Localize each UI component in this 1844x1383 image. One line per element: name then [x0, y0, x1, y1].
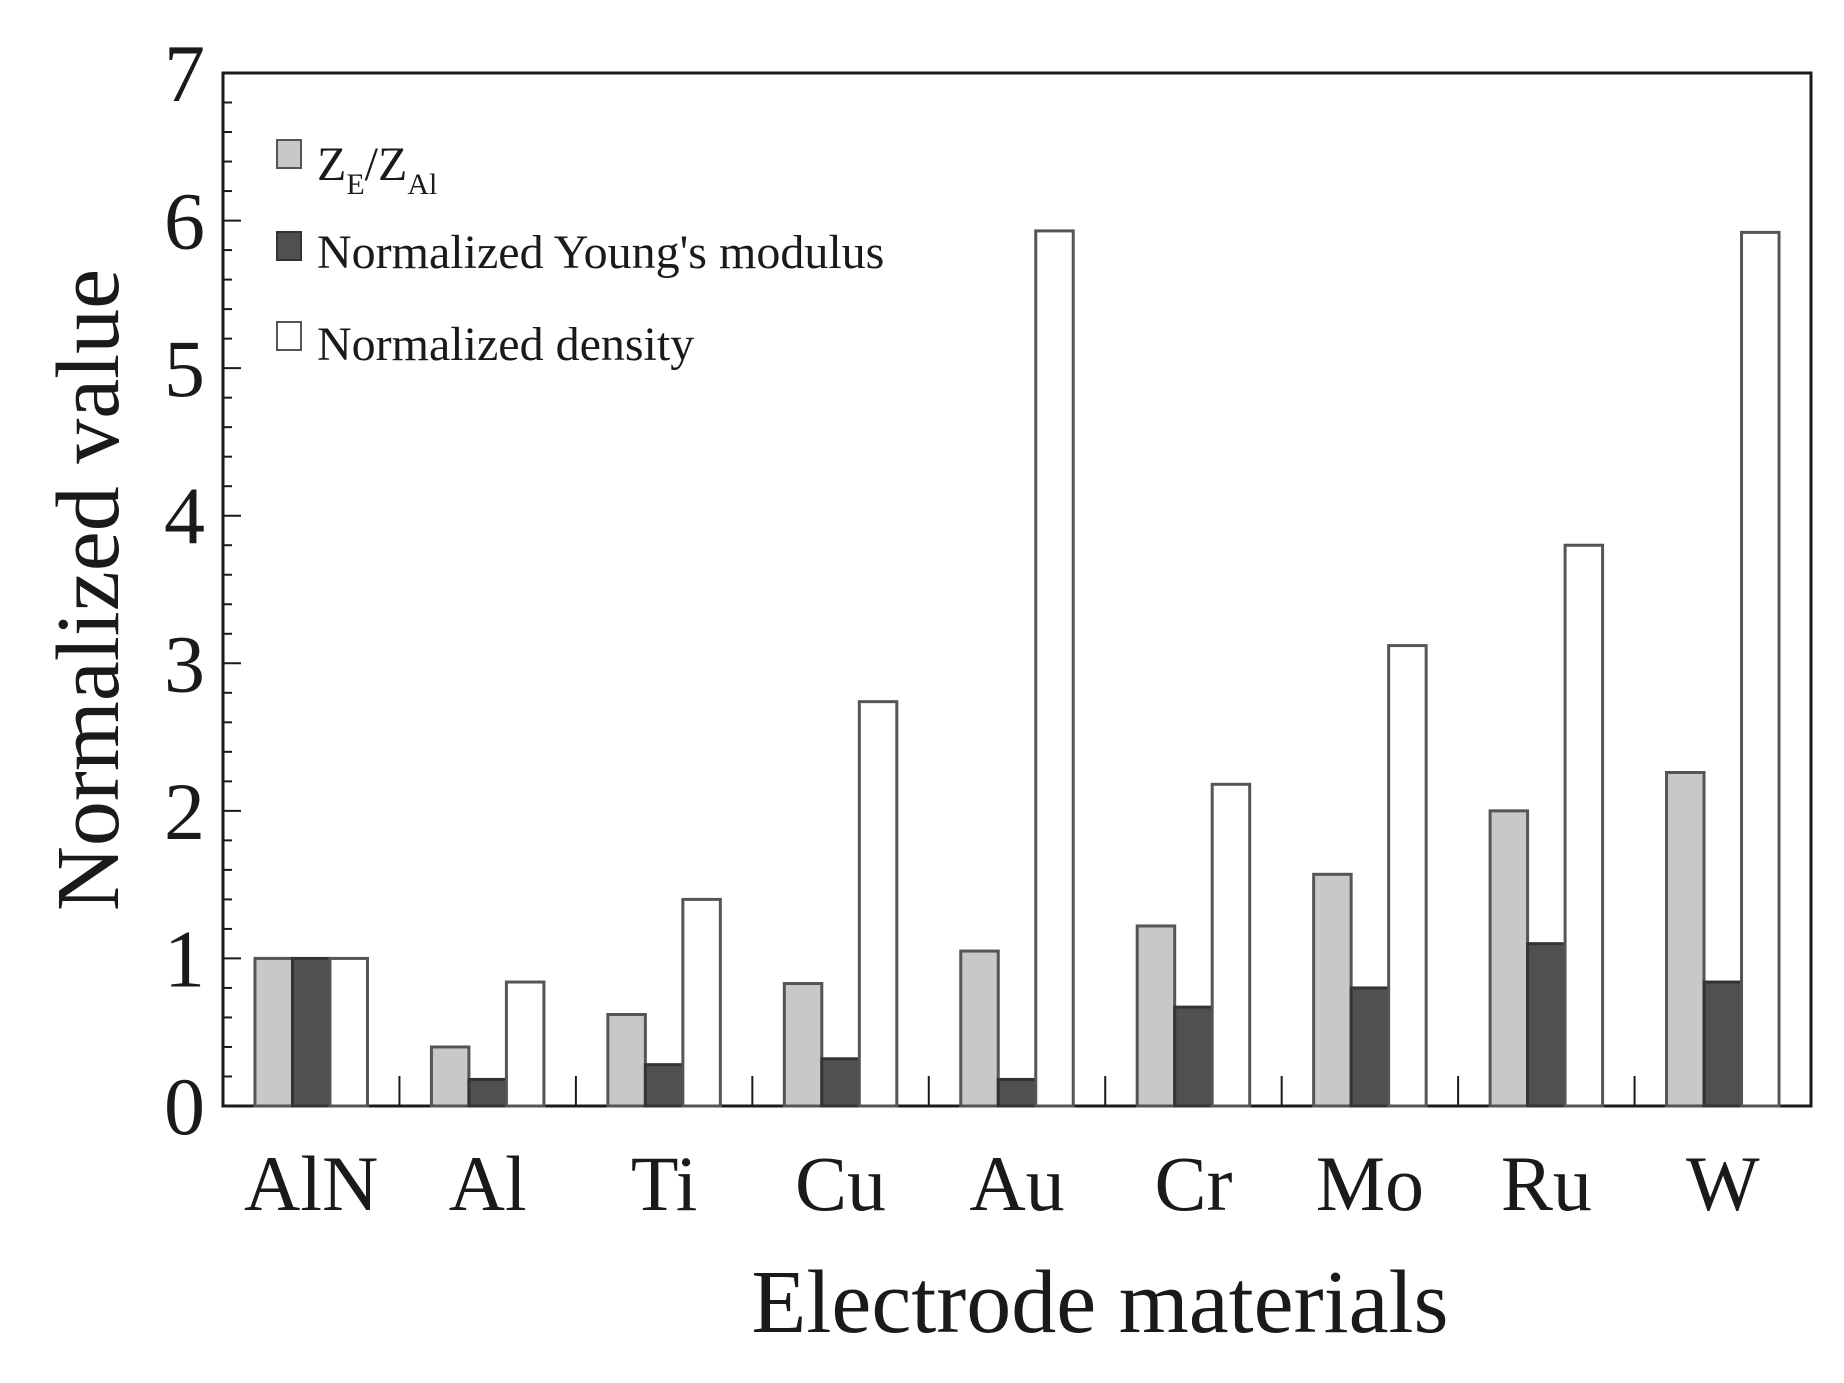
bar-mo-series-0: [1312, 872, 1353, 1108]
x-tick-label-cr: Cr: [1154, 1140, 1232, 1227]
bar-ru-series-1: [1526, 942, 1567, 1108]
x-category-ticks: [398, 1076, 1636, 1106]
bar-cr-series-1: [1173, 1005, 1214, 1108]
bar-au-series-0: [959, 949, 1000, 1108]
y-tick-label-1: 1: [164, 913, 205, 1004]
x-tick-label-aln: AlN: [244, 1140, 378, 1227]
bar-w-series-1: [1702, 980, 1744, 1108]
bar-cu-series-2: [857, 700, 899, 1108]
y-minor-ticks: [223, 72, 241, 1107]
legend-label-density: Normalized density: [317, 318, 694, 371]
bar-ru-series-0: [1488, 809, 1530, 1108]
x-tick-label-ru: Ru: [1501, 1140, 1592, 1227]
x-tick-label-au: Au: [969, 1140, 1064, 1227]
legend: ZE/ZAl Normalized Young's modulus Normal…: [276, 138, 884, 371]
x-tick-labels: AlN Al Ti Cu Au Cr Mo Ru W: [244, 1140, 1760, 1227]
bar-cu-series-0: [782, 982, 824, 1108]
x-tick-label-w: W: [1686, 1140, 1760, 1227]
x-axis-title: Electrode materials: [751, 1253, 1448, 1352]
x-tick-label-mo: Mo: [1316, 1140, 1424, 1227]
legend-label-ze-zal: ZE/ZAl: [317, 138, 437, 201]
legend-swatch-density: [276, 321, 302, 351]
y-axis-title: Normalized value: [39, 269, 138, 911]
x-tick-label-cu: Cu: [795, 1140, 886, 1227]
bar-ti-series-0: [606, 1013, 647, 1108]
bar-w-series-2: [1740, 230, 1781, 1108]
legend-swatch-ze-zal: [276, 139, 302, 169]
bars: [253, 229, 1781, 1108]
bar-cu-series-1: [820, 1057, 861, 1108]
bar-ti-series-2: [681, 897, 722, 1108]
bar-ti-series-1: [643, 1063, 685, 1108]
bar-ru-series-2: [1563, 543, 1605, 1108]
bar-cr-series-2: [1210, 782, 1252, 1108]
x-tick-label-ti: Ti: [631, 1140, 698, 1227]
y-tick-label-3: 3: [164, 618, 205, 709]
bar-al-series-1: [467, 1077, 508, 1108]
y-tick-label-4: 4: [164, 471, 205, 562]
bar-cr-series-0: [1135, 924, 1177, 1108]
x-tick-label-al: Al: [449, 1140, 527, 1227]
y-tick-label-2: 2: [164, 766, 205, 857]
bar-mo-series-2: [1387, 644, 1428, 1108]
bar-aln-series-2: [328, 956, 369, 1108]
legend-swatch-youngs-modulus: [276, 231, 302, 261]
bar-aln-series-0: [253, 956, 294, 1108]
y-tick-label-5: 5: [164, 323, 205, 414]
bar-al-series-2: [504, 980, 546, 1108]
bar-aln-series-1: [290, 956, 332, 1108]
bar-au-series-2: [1034, 229, 1075, 1108]
legend-label-youngs-modulus: Normalized Young's modulus: [317, 226, 884, 279]
y-tick-label-0: 0: [164, 1061, 205, 1152]
plot-frame: [221, 71, 1813, 1108]
y-tick-label-6: 6: [164, 176, 205, 267]
bar-w-series-0: [1665, 770, 1706, 1108]
y-tick-labels: 0 1 2 3 4 5 6 7: [164, 28, 205, 1152]
bar-al-series-0: [429, 1045, 471, 1108]
bar-mo-series-1: [1349, 986, 1391, 1108]
y-tick-label-7: 7: [164, 28, 205, 119]
bar-au-series-1: [996, 1077, 1038, 1108]
